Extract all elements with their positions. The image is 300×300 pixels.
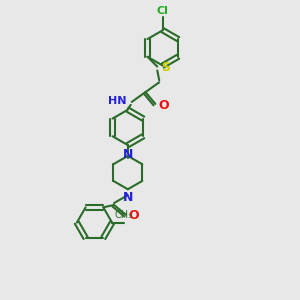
Text: Cl: Cl <box>157 5 169 16</box>
Text: N: N <box>123 148 133 161</box>
Text: O: O <box>129 209 140 222</box>
Text: CH₃: CH₃ <box>115 210 133 220</box>
Text: O: O <box>158 99 169 112</box>
Text: HN: HN <box>108 96 127 106</box>
Text: N: N <box>123 191 133 204</box>
Text: S: S <box>161 61 170 74</box>
